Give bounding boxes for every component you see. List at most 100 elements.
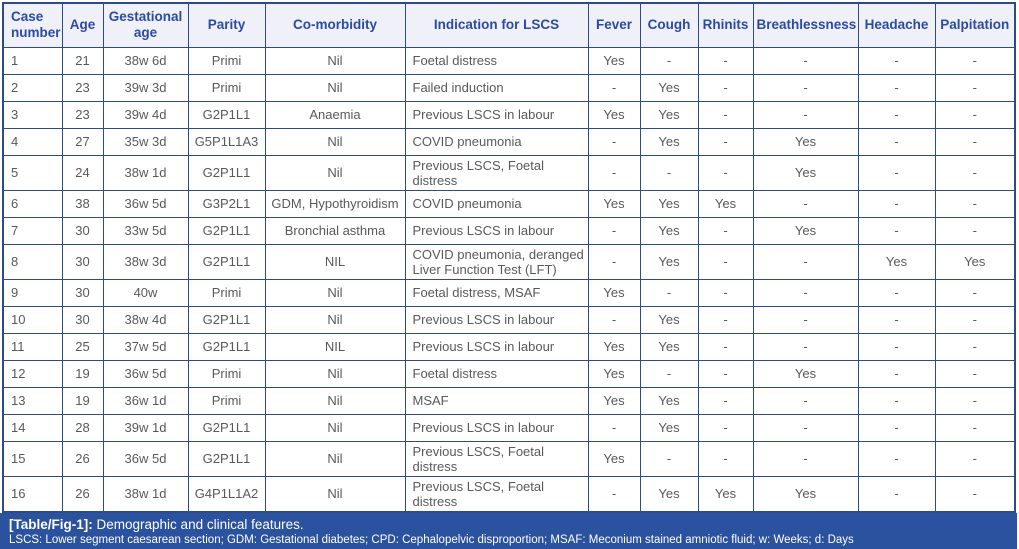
cell: Foetal distress, MSAF bbox=[404, 278, 589, 307]
cell: 16 bbox=[2, 475, 63, 512]
cell: Yes bbox=[639, 475, 699, 512]
cell: - bbox=[857, 305, 936, 334]
cell: - bbox=[752, 243, 859, 280]
cell: - bbox=[857, 100, 936, 129]
caption-label: [Table/Fig-1]: bbox=[9, 516, 93, 532]
cell: 1 bbox=[2, 46, 63, 75]
table-row: 10 30 38w 4d G2P1L1 Nil Previous LSCS in labo… bbox=[2, 305, 1016, 334]
cell: 9 bbox=[2, 278, 63, 307]
column-header: Fever bbox=[587, 2, 641, 48]
column-header: Palpitation bbox=[934, 2, 1016, 48]
cell: 35w 3d bbox=[102, 127, 189, 156]
table-row: 15 26 36w 5d G2P1L1 Nil Previous LSCS, Foetal… bbox=[2, 440, 1016, 477]
cell: G5P1L1A3 bbox=[187, 127, 266, 156]
cell: 12 bbox=[2, 359, 63, 388]
cell: 38w 3d bbox=[102, 243, 189, 280]
column-header: Gestational age bbox=[102, 2, 189, 48]
cell: G2P1L1 bbox=[187, 305, 266, 334]
header-row: Case number Age Gestational age Parity Co-mo… bbox=[2, 2, 1016, 48]
column-header: Breathlessness bbox=[752, 2, 859, 48]
cell: Nil bbox=[264, 440, 406, 477]
cell: Yes bbox=[639, 189, 699, 218]
cell: - bbox=[697, 216, 754, 245]
cell: Yes bbox=[752, 216, 859, 245]
cell: Foetal distress bbox=[404, 359, 589, 388]
cell: 26 bbox=[61, 475, 104, 512]
cell: - bbox=[752, 440, 859, 477]
cell: 30 bbox=[61, 243, 104, 280]
cell: - bbox=[934, 216, 1016, 245]
cell: - bbox=[934, 46, 1016, 75]
cell: - bbox=[587, 243, 641, 280]
cell: - bbox=[857, 359, 936, 388]
cell: 30 bbox=[61, 216, 104, 245]
cell: 36w 5d bbox=[102, 359, 189, 388]
cell: 39w 3d bbox=[102, 73, 189, 102]
cell: Yes bbox=[587, 440, 641, 477]
cell: 27 bbox=[61, 127, 104, 156]
cell: Yes bbox=[752, 127, 859, 156]
cell: Yes bbox=[587, 359, 641, 388]
cell: - bbox=[587, 154, 641, 191]
cell: 38w 1d bbox=[102, 475, 189, 512]
cell: Yes bbox=[697, 189, 754, 218]
cell: Nil bbox=[264, 305, 406, 334]
clinical-table: Case number Age Gestational age Parity Co-mo… bbox=[2, 2, 1016, 513]
cell: Failed induction bbox=[404, 73, 589, 102]
cell: G3P2L1 bbox=[187, 189, 266, 218]
table-row: 3 23 39w 4d G2P1L1 Anaemia Previous LSCS in l… bbox=[2, 100, 1016, 129]
cell: 38w 4d bbox=[102, 305, 189, 334]
cell: NIL bbox=[264, 332, 406, 361]
cell: - bbox=[752, 189, 859, 218]
cell: - bbox=[697, 100, 754, 129]
cell: 19 bbox=[61, 386, 104, 415]
cell: - bbox=[857, 73, 936, 102]
cell: 39w 4d bbox=[102, 100, 189, 129]
cell: 38w 6d bbox=[102, 46, 189, 75]
cell: - bbox=[752, 278, 859, 307]
cell: 23 bbox=[61, 73, 104, 102]
cell: Yes bbox=[639, 73, 699, 102]
cell: Yes bbox=[857, 243, 936, 280]
table-row: 9 30 40w Primi Nil Foetal distress, MSAF Yes - -… bbox=[2, 278, 1016, 307]
cell: - bbox=[857, 127, 936, 156]
cell: Yes bbox=[639, 216, 699, 245]
cell: - bbox=[752, 46, 859, 75]
column-header: Indication for LSCS bbox=[404, 2, 589, 48]
cell: - bbox=[697, 278, 754, 307]
table-row: 5 24 38w 1d G2P1L1 Nil Previous LSCS, Foetal … bbox=[2, 154, 1016, 191]
cell: - bbox=[697, 359, 754, 388]
cell: 33w 5d bbox=[102, 216, 189, 245]
cell: Nil bbox=[264, 154, 406, 191]
cell: - bbox=[857, 413, 936, 442]
cell: Yes bbox=[587, 189, 641, 218]
table-body: 1 21 38w 6d Primi Nil Foetal distress Yes - - - - -… bbox=[2, 46, 1016, 512]
cell: - bbox=[639, 46, 699, 75]
cell: - bbox=[752, 386, 859, 415]
table-row: 16 26 38w 1d G4P1L1A2 Nil Previous LSCS, Foet… bbox=[2, 475, 1016, 512]
caption-line: [Table/Fig-1]: Demographic and clinical … bbox=[9, 517, 1008, 533]
cell: Previous LSCS, Foetal distress bbox=[404, 154, 589, 191]
cell: - bbox=[697, 386, 754, 415]
column-header: Rhinits bbox=[697, 2, 754, 48]
cell: - bbox=[934, 127, 1016, 156]
cell: - bbox=[857, 475, 936, 512]
cell: - bbox=[697, 413, 754, 442]
cell: G4P1L1A2 bbox=[187, 475, 266, 512]
cell: - bbox=[697, 332, 754, 361]
cell: 36w 5d bbox=[102, 189, 189, 218]
cell: Yes bbox=[639, 243, 699, 280]
cell: - bbox=[934, 359, 1016, 388]
cell: Yes bbox=[697, 475, 754, 512]
abbreviations-line: LSCS: Lower segment caesarean section; G… bbox=[9, 533, 854, 546]
cell: G2P1L1 bbox=[187, 440, 266, 477]
cell: 19 bbox=[61, 359, 104, 388]
cell: Previous LSCS in labour bbox=[404, 305, 589, 334]
cell: MSAF bbox=[404, 386, 589, 415]
cell: - bbox=[857, 332, 936, 361]
cell: - bbox=[752, 332, 859, 361]
cell: G2P1L1 bbox=[187, 332, 266, 361]
caption-text: Demographic and clinical features. bbox=[96, 516, 304, 532]
table-row: 13 19 36w 1d Primi Nil MSAF Yes Yes - - - - bbox=[2, 386, 1016, 415]
column-header: Co-morbidity bbox=[264, 2, 406, 48]
